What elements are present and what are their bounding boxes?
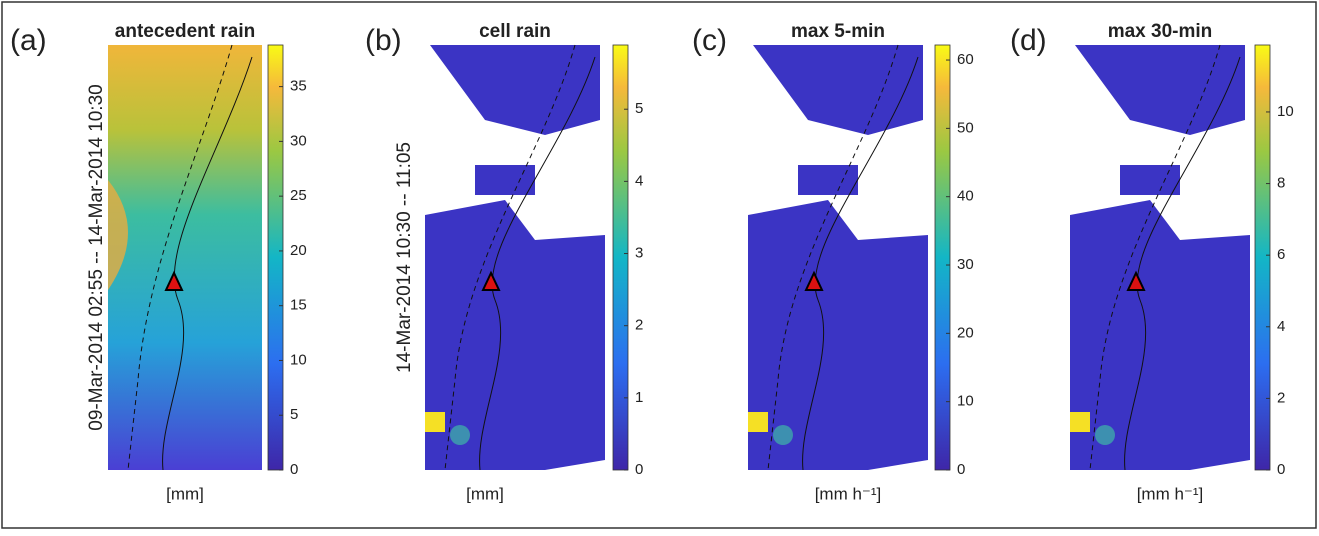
boundary xyxy=(767,44,899,471)
colorbar-tick-label: 30 xyxy=(957,256,974,273)
unit-label: [mm] xyxy=(466,484,504,503)
colorbar xyxy=(1254,44,1271,471)
coastline xyxy=(1124,56,1241,471)
site-marker xyxy=(804,270,824,291)
colorbar-tick-label: 0 xyxy=(957,461,965,478)
colorbar-tick-label: 10 xyxy=(957,393,974,410)
panel-title: antecedent rain xyxy=(115,21,255,42)
unit-label: [mm] xyxy=(166,484,204,503)
panel-title: cell rain xyxy=(479,21,551,42)
colorbar-tick-label: 30 xyxy=(290,132,307,149)
unit-label: [mm h⁻¹] xyxy=(1137,484,1204,503)
site-marker xyxy=(1126,270,1146,291)
panel-title: max 30-min xyxy=(1108,21,1213,42)
colorbar-tick-label: 15 xyxy=(290,297,307,314)
panel-label: (c) xyxy=(692,24,727,57)
boundary xyxy=(127,44,233,471)
rain-map xyxy=(748,200,928,470)
colorbar-tick-label: 2 xyxy=(1277,389,1285,406)
colorbar-tick-label: 0 xyxy=(290,461,298,478)
rain-hotspot xyxy=(1070,412,1090,432)
colorbar-tick-label: 5 xyxy=(635,100,643,117)
colorbar-tick-label: 0 xyxy=(1277,461,1285,478)
y-axis-label: 14-Mar-2014 10:30 -- 11:05 xyxy=(394,142,415,373)
colorbar xyxy=(612,44,629,471)
rain-map xyxy=(753,45,923,135)
colorbar-tick-label: 60 xyxy=(957,51,974,68)
unit-label: [mm h⁻¹] xyxy=(815,484,882,503)
rain-map xyxy=(1070,200,1250,470)
colorbar-tick-label: 25 xyxy=(290,187,307,204)
boundary xyxy=(444,44,576,471)
panel-label: (b) xyxy=(365,24,402,57)
rain-hotspot xyxy=(425,412,445,432)
rain-map xyxy=(475,165,535,195)
rain-map xyxy=(798,165,858,195)
panel-label: (d) xyxy=(1010,24,1047,57)
rain-hotspot xyxy=(773,425,793,445)
colorbar-tick-label: 10 xyxy=(1277,103,1294,120)
colorbar-tick-label: 20 xyxy=(290,242,307,259)
panel-label: (a) xyxy=(10,24,47,57)
rain-map xyxy=(425,200,605,470)
coastline xyxy=(479,56,596,471)
colorbar xyxy=(267,44,284,471)
colorbar-tick-label: 20 xyxy=(957,324,974,341)
rain-hotspot xyxy=(748,412,768,432)
y-axis-label: 09-Mar-2014 02:55 -- 14-Mar-2014 10:30 xyxy=(86,84,107,430)
colorbar-tick-label: 5 xyxy=(290,406,298,423)
rain-map xyxy=(108,45,262,470)
coastline xyxy=(802,56,919,471)
colorbar-tick-label: 35 xyxy=(290,78,307,95)
colorbar-tick-label: 1 xyxy=(635,389,643,406)
site-marker xyxy=(164,270,184,291)
rain-hotspot xyxy=(1095,425,1115,445)
colorbar-tick-label: 4 xyxy=(635,172,643,189)
site-marker xyxy=(481,270,501,291)
colorbar-tick-label: 6 xyxy=(1277,246,1285,263)
rain-patch xyxy=(108,180,128,290)
rain-map xyxy=(1075,45,1245,135)
rain-hotspot xyxy=(450,425,470,445)
rain-map xyxy=(430,45,600,135)
colorbar-tick-label: 2 xyxy=(635,317,643,334)
colorbar-tick-label: 4 xyxy=(1277,318,1285,335)
colorbar xyxy=(934,44,951,471)
colorbar-tick-label: 50 xyxy=(957,119,974,136)
colorbar-tick-label: 0 xyxy=(635,461,643,478)
colorbar-tick-label: 3 xyxy=(635,245,643,262)
coastline xyxy=(162,56,253,471)
colorbar-tick-label: 40 xyxy=(957,188,974,205)
colorbar-tick-label: 8 xyxy=(1277,175,1285,192)
boundary xyxy=(1089,44,1221,471)
colorbar-tick-label: 10 xyxy=(290,351,307,368)
panel-title: max 5-min xyxy=(791,21,885,42)
rain-map xyxy=(1120,165,1180,195)
